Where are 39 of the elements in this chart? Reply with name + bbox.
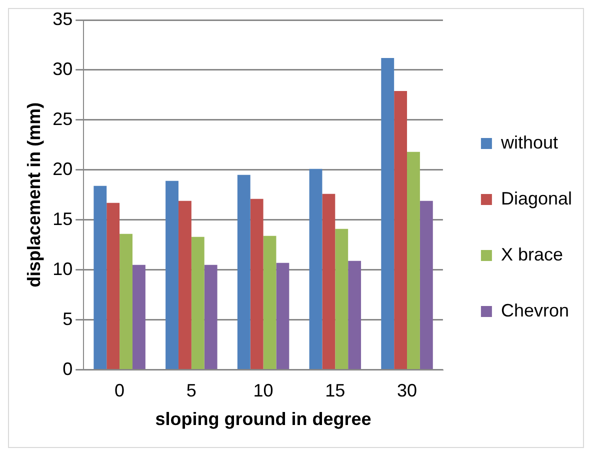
bar bbox=[132, 264, 146, 370]
bar bbox=[204, 264, 218, 370]
x-tick-label: 0 bbox=[114, 380, 125, 401]
y-tick-label: 25 bbox=[52, 108, 73, 129]
bar bbox=[348, 260, 362, 370]
legend-label: without bbox=[500, 132, 558, 152]
x-tick-label: 10 bbox=[253, 380, 274, 401]
bar bbox=[276, 262, 290, 370]
x-tick-label: 30 bbox=[397, 380, 418, 401]
bar bbox=[120, 234, 132, 370]
legend-label: Chevron bbox=[500, 300, 569, 320]
y-tick-label: 20 bbox=[52, 158, 73, 179]
y-tick-label: 35 bbox=[52, 8, 73, 29]
y-tick-label: 5 bbox=[62, 308, 73, 329]
bar bbox=[322, 194, 336, 370]
bar bbox=[191, 236, 204, 370]
x-axis-title: sloping ground in degree bbox=[155, 409, 372, 430]
bar bbox=[420, 200, 433, 370]
legend-label: X brace bbox=[500, 244, 563, 264]
y-tick-label: 10 bbox=[52, 258, 73, 279]
y-axis-title: displacement in (mm) bbox=[24, 102, 44, 288]
bar bbox=[166, 180, 178, 370]
bar bbox=[335, 228, 348, 370]
bar bbox=[309, 168, 322, 370]
y-tick-label: 15 bbox=[52, 208, 73, 229]
x-tick-label: 15 bbox=[325, 380, 346, 401]
bar bbox=[407, 152, 420, 370]
bar bbox=[381, 58, 394, 370]
y-tick-label: 30 bbox=[52, 58, 73, 79]
bar bbox=[106, 202, 120, 370]
legend-label: Diagonal bbox=[500, 188, 572, 208]
bar bbox=[263, 236, 276, 370]
bar bbox=[237, 174, 250, 370]
bar bbox=[94, 186, 107, 370]
bar bbox=[178, 200, 192, 370]
bar bbox=[394, 90, 408, 370]
bar bbox=[250, 198, 264, 370]
y-tick-label: 0 bbox=[62, 358, 73, 379]
x-tick-label: 5 bbox=[186, 380, 196, 401]
